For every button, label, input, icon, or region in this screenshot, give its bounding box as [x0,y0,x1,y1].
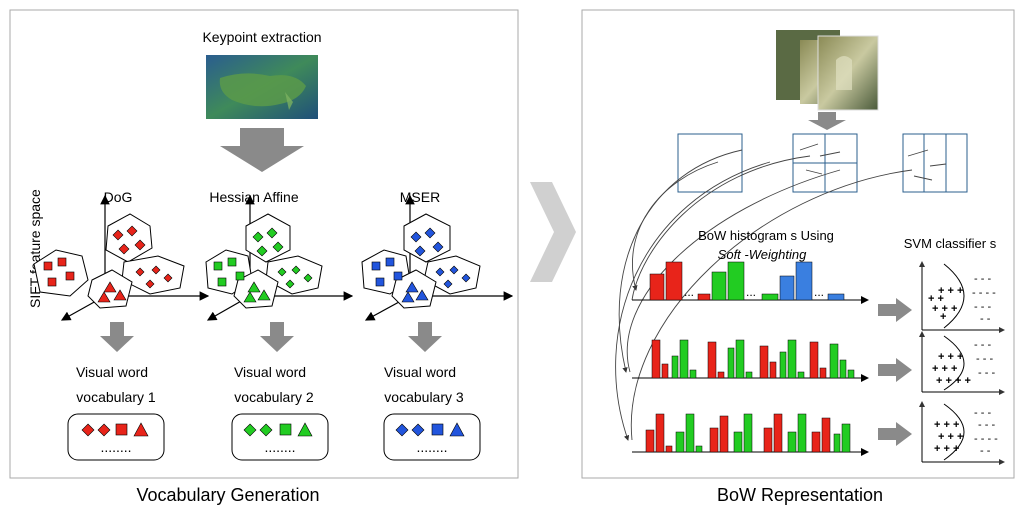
spatial-grid-1x1 [677,133,743,193]
row-1-ellipsis-2: ... [746,285,756,299]
mser-cluster-group: MSER [361,189,514,321]
histogram-row-1: ... ... ... [632,261,869,304]
spatial-grid-3x1 [902,133,968,193]
down-arrow-1 [100,322,134,352]
svg-text:- - -: - - - [974,407,991,419]
mser-label: MSER [400,189,440,205]
vocab-2-line2: vocabulary 2 [234,389,314,405]
spatial-grid-2x2 [792,133,858,193]
vocab-2-line1: Visual word [234,364,306,380]
svg-text:- - -: - - - [978,419,995,431]
svm-arrow-2 [878,358,912,382]
svg-text:+ + +: + + + [932,363,957,375]
vocab-box-2: ........ [231,413,329,461]
histogram-row-2 [632,339,869,382]
row-1-ellipsis-3: ... [814,285,824,299]
svg-text:+ + + +: + + + + [936,375,971,387]
svg-text:- - -: - - - [974,301,991,313]
svm-plot-1: + + + + + + + + + - - - - - - - - - - - … [919,261,1005,333]
svg-text:- - -: - - - [976,353,993,365]
bow-representation-caption: BoW Representation [717,485,883,505]
svg-text:+ + +: + + + [938,285,963,297]
hessian-label: Hessian Affine [209,189,298,205]
svg-text:+: + [940,311,946,323]
svg-text:+ + +: + + + [934,419,959,431]
down-arrow-2 [260,322,294,352]
down-arrow-big [220,128,304,172]
keypoint-extraction-label: Keypoint extraction [202,29,321,45]
svg-text:- -: - - [980,313,991,325]
svg-text:- - -: - - - [974,339,991,351]
hessian-cluster-group: Hessian Affine [205,189,354,321]
vocab-1-dots: ........ [100,439,131,455]
histogram-title-line2: Soft -Weighting [718,247,807,262]
curved-connectors [615,143,947,441]
svm-arrow-1 [878,298,912,322]
svg-text:+ + +: + + + [938,431,963,443]
svg-text:- - - -: - - - - [972,287,996,299]
down-arrow-3 [408,322,442,352]
dog-cluster-group: DoG [33,189,210,321]
svg-text:+ + +: + + + [938,351,963,363]
vocab-generation-caption: Vocabulary Generation [136,485,319,505]
svg-text:+ + +: + + + [934,443,959,455]
vocab-box-3: ........ [383,413,481,461]
map-image [206,55,318,119]
svg-text:+ + +: + + + [932,303,957,315]
vocab-1-line1: Visual word [76,364,148,380]
vocab-box-1: ........ [67,413,165,461]
svg-text:- - -: - - - [974,273,991,285]
svm-classifiers-label: SVM classifier s [904,236,997,251]
dog-label: DoG [104,189,133,205]
vocab-3-dots: ........ [416,439,447,455]
panel-transition-arrow [530,182,576,282]
svm-plot-3: + + + + + + + + + - - - - - - - - - - - … [919,401,1005,465]
svm-arrow-3 [878,422,912,446]
svg-text:+ +: + + [928,293,944,305]
svg-text:- - -: - - - [978,367,995,379]
vocab-3-line2: vocabulary 3 [384,389,464,405]
svg-text:- -: - - [980,445,991,457]
vocab-1-line2: vocabulary 1 [76,389,156,405]
histogram-title-line1: BoW histogram s Using [698,228,834,243]
histogram-row-3 [632,413,869,456]
svg-text:- - - -: - - - - [974,433,998,445]
photo-image [776,30,879,111]
row-1-ellipsis-1: ... [684,285,694,299]
photo-down-arrow [808,112,846,130]
svm-plot-2: + + + + + + + + + + - - - - - - - - - [919,331,1005,395]
vocab-2-dots: ........ [264,439,295,455]
bow-panel-border [581,9,1015,479]
vocab-panel-border [9,9,519,479]
vocab-3-line1: Visual word [384,364,456,380]
